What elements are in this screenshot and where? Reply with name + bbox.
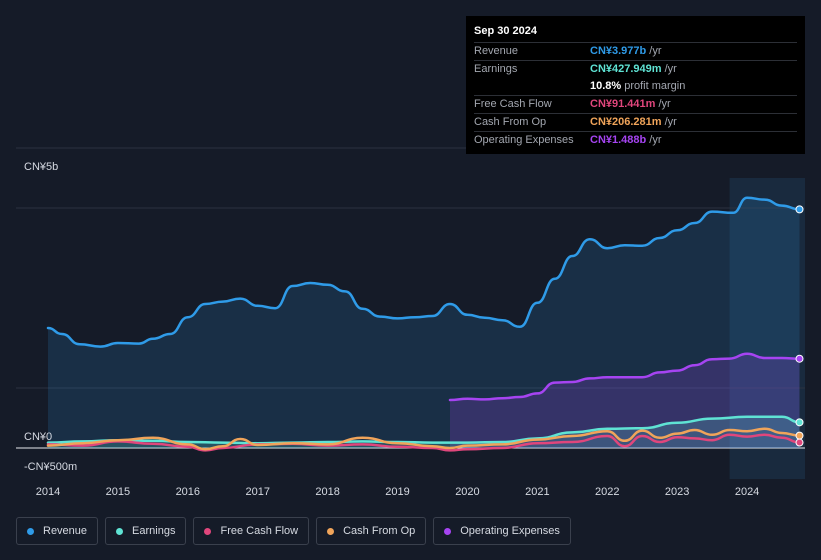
y-tick-label: CN¥0	[24, 431, 52, 443]
y-tick-label: CN¥5b	[24, 161, 58, 173]
legend-dot-icon	[444, 527, 452, 535]
legend-label: Revenue	[43, 525, 88, 537]
plot-background	[16, 178, 805, 479]
legend-label: Free Cash Flow	[220, 525, 299, 537]
tooltip-row-label	[474, 78, 590, 95]
x-tick-label: 2023	[665, 486, 689, 498]
legend-item[interactable]: Earnings	[105, 517, 187, 545]
earnings-endpoint	[795, 418, 804, 427]
legend-label: Operating Expenses	[460, 525, 560, 537]
tooltip-row-value: CN¥206.281m	[590, 116, 662, 128]
tooltip-row-label: Revenue	[474, 45, 519, 57]
x-tick-label: 2014	[36, 486, 60, 498]
tooltip-row-label: Cash From Op	[474, 116, 547, 128]
series-lines	[46, 196, 801, 452]
legend-dot-icon	[27, 527, 34, 535]
legend-item[interactable]: Cash From Op	[316, 517, 427, 545]
operating-expenses-line	[448, 352, 801, 402]
series-endpoints	[795, 205, 804, 447]
tooltip-row: Earnings CN¥427.949m/yr	[474, 60, 797, 78]
legend-dot-icon	[204, 527, 212, 535]
x-tick-label: 2017	[245, 486, 269, 498]
operating-expenses-endpoint	[795, 354, 804, 363]
tooltip-row-unit: /yr	[658, 98, 671, 110]
series-areas	[48, 197, 800, 448]
tooltip-row: 10.8% profit margin	[474, 78, 797, 95]
tooltip-row-label: Free Cash Flow	[474, 98, 552, 110]
tooltip-row-label: Operating Expenses	[474, 134, 574, 146]
revenue-area	[48, 197, 800, 448]
cash-from-op-endpoint	[795, 431, 804, 440]
x-tick-label: 2021	[525, 486, 549, 498]
legend-item[interactable]: Free Cash Flow	[193, 517, 310, 545]
tooltip-row-value: CN¥91.441m	[590, 98, 656, 110]
x-tick-label: 2024	[735, 486, 759, 498]
x-tick-label: 2020	[455, 486, 479, 498]
tooltip-row: Free Cash Flow CN¥91.441m/yr	[474, 95, 797, 113]
x-axis-labels: 2014 2015 2016 2017 2018 2019 2020 2021 2022 2023…	[36, 486, 760, 498]
legend-dot-icon	[327, 527, 335, 535]
tooltip-row: Revenue CN¥3.977b/yr	[474, 42, 797, 60]
y-tick-label: -CN¥500m	[24, 461, 77, 473]
tooltip-date: Sep 30 2024	[474, 25, 537, 37]
tooltip-row-label: Earnings	[474, 63, 518, 75]
legend: Revenue Earnings Free Cash Flow Cash From O…	[16, 517, 571, 545]
earnings-area	[48, 416, 800, 448]
tooltip-row-unit: /yr	[649, 134, 662, 146]
tooltip-row-unit: /yr	[664, 116, 677, 128]
x-tick-label: 2022	[595, 486, 619, 498]
operating-expenses-area	[450, 353, 800, 448]
x-tick-label: 2019	[385, 486, 409, 498]
legend-item[interactable]: Revenue	[16, 517, 99, 545]
y-axis-labels: CN¥5b CN¥0 -CN¥500m	[24, 161, 77, 473]
legend-item[interactable]: Operating Expenses	[433, 517, 571, 545]
free-cash-flow-endpoint	[795, 438, 804, 447]
legend-dot-icon	[116, 527, 124, 535]
x-tick-label: 2016	[176, 486, 200, 498]
tooltip-row-value: CN¥3.977b	[590, 45, 647, 57]
x-tick-label: 2018	[315, 486, 339, 498]
tooltip-row: Operating Expenses CN¥1.488b/yr	[474, 131, 797, 149]
tooltip-rows: Revenue CN¥3.977b/yr Earnings CN¥427.949m/y…	[474, 42, 797, 149]
tooltip-row-value: CN¥1.488b	[590, 134, 647, 146]
legend-label: Earnings	[132, 525, 176, 537]
tooltip-row: Cash From Op CN¥206.281m/yr	[474, 113, 797, 131]
tooltip: Sep 30 2024 Revenue CN¥3.977b/yr Earnings C…	[466, 16, 805, 154]
tooltip-row-unit: /yr	[664, 63, 677, 75]
legend-label: Cash From Op	[343, 525, 416, 537]
tooltip-row-value: CN¥427.949m	[590, 63, 662, 75]
x-tick-label: 2015	[106, 486, 130, 498]
tooltip-row-unit: /yr	[649, 45, 662, 57]
tooltip-row-value: 10.8%	[590, 80, 622, 92]
cash-from-op-line	[46, 427, 801, 451]
revenue-line	[46, 196, 801, 348]
revenue-endpoint	[795, 205, 804, 214]
tooltip-row-unit: profit margin	[624, 80, 686, 92]
